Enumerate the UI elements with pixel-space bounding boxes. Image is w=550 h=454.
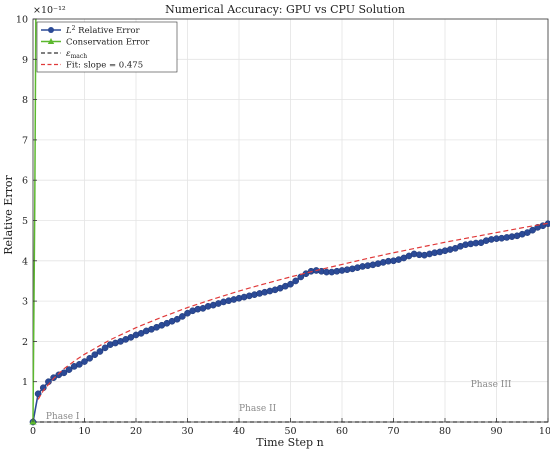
phase-annotation: Phase I	[46, 412, 80, 422]
legend-entry: Conservation Error	[41, 38, 150, 48]
series-l2-point	[101, 344, 109, 352]
series-conservation-line	[32, 18, 37, 423]
series-l2-point	[179, 313, 186, 320]
y-tick-label: 4	[22, 256, 28, 267]
y-tick-label: 8	[22, 95, 28, 106]
legend-label-main: L	[65, 26, 72, 36]
x-tick-label: 50	[284, 426, 296, 437]
series-l2-point	[292, 277, 299, 285]
y-tick-label: 10	[16, 15, 28, 26]
series-l2-point	[91, 351, 99, 359]
x-tick-label: 80	[439, 426, 451, 437]
phase-annotation: Phase II	[239, 404, 277, 414]
legend-entry: L2 Relative Error	[41, 25, 141, 36]
y-tick-label: 3	[22, 297, 28, 308]
series-l2-point	[60, 369, 68, 377]
x-tick-label: 20	[130, 426, 142, 437]
y-tick-label: 1	[22, 377, 28, 388]
annotation-layer: Phase I Phase II Phase III	[46, 380, 512, 422]
legend-label: Conservation Error	[66, 38, 150, 48]
legend-label: εmach	[66, 49, 87, 60]
x-tick-label: 90	[490, 426, 502, 437]
series-l2-point	[76, 361, 83, 368]
legend-entry: εmach	[41, 49, 87, 60]
legend-label: L2 Relative Error	[65, 25, 141, 36]
series-layer	[29, 18, 550, 426]
x-tick-label: 10	[78, 426, 90, 437]
legend-marker	[48, 27, 54, 33]
legend-label-rest: Relative Error	[75, 26, 140, 36]
y-tick-label: 2	[22, 337, 28, 348]
y-exponent-label: ×10⁻¹²	[33, 5, 66, 16]
x-tick-label: 0	[30, 426, 36, 437]
y-axis-label: Relative Error	[2, 175, 15, 255]
legend-label-main: Fit: slope = 0.475	[66, 61, 143, 71]
series-l2-point	[529, 226, 536, 234]
series-l2-point	[34, 390, 42, 398]
tick-layer: 0 10 20 30 40 50 60 70 80 90 100 1 2 3 4 5 6 7 8 9 10	[16, 15, 550, 438]
x-tick-label: 100	[539, 426, 550, 437]
chart-title: Numerical Accuracy: GPU vs CPU Solution	[165, 3, 405, 16]
legend-label-main: Conservation Error	[66, 38, 150, 48]
series-l2-point	[81, 358, 88, 365]
legend-label-sup: 2	[72, 25, 76, 32]
legend: L2 Relative Error Conservation Errorεmach…	[36, 21, 178, 73]
legend-entry: Fit: slope = 0.475	[41, 61, 143, 71]
series-l2-point	[173, 315, 181, 323]
y-tick-label: 7	[22, 135, 28, 146]
x-tick-label: 70	[387, 426, 399, 437]
phase-annotation: Phase III	[471, 380, 512, 390]
series-l2-point	[287, 280, 294, 288]
y-tick-label: 9	[22, 55, 28, 66]
legend-label: Fit: slope = 0.475	[66, 61, 143, 71]
x-tick-label: 30	[181, 426, 193, 437]
legend-marker	[47, 38, 55, 44]
series-l2-point	[96, 348, 104, 355]
x-tick-label: 40	[233, 426, 245, 437]
x-axis-label: Time Step n	[256, 436, 323, 449]
series-fit-line	[37, 222, 549, 400]
grid-layer	[32, 18, 549, 422]
legend-label-sub: mach	[71, 53, 88, 60]
series-l2-point	[65, 366, 73, 373]
y-tick-label: 6	[22, 176, 28, 187]
series-l2-point	[86, 354, 94, 362]
y-tick-label: 5	[22, 216, 28, 227]
legend-label-main: ε	[66, 49, 71, 59]
x-tick-label: 60	[336, 426, 348, 437]
